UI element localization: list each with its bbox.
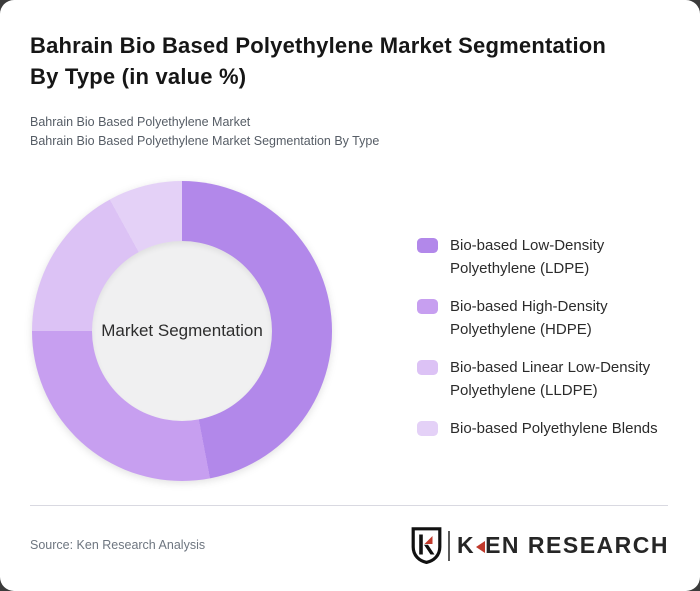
legend-swatch-icon xyxy=(417,299,438,314)
legend-item[interactable]: Bio-based Low-Density Polyethylene (LDPE… xyxy=(417,234,689,280)
title-line-1: Bahrain Bio Based Polyethylene Market Se… xyxy=(30,33,607,58)
page-title: Bahrain Bio Based Polyethylene Market Se… xyxy=(30,30,685,92)
source-note: Source: Ken Research Analysis xyxy=(30,538,206,552)
donut-center-label: Market Segmentation xyxy=(101,321,263,340)
legend-swatch-icon xyxy=(417,238,438,253)
legend-item[interactable]: Bio-based Polyethylene Blends xyxy=(417,417,689,440)
logo-separator xyxy=(447,530,450,561)
ken-research-shield-icon xyxy=(411,527,442,564)
subtitle-line-1: Bahrain Bio Based Polyethylene Market xyxy=(30,115,251,129)
subtitle-line-2: Bahrain Bio Based Polyethylene Market Se… xyxy=(30,134,380,148)
logo-text: EN RESEARCH xyxy=(485,532,669,558)
legend-swatch-icon xyxy=(417,421,438,436)
legend-item[interactable]: Bio-based Linear Low-Density Polyethylen… xyxy=(417,356,689,402)
footer-divider xyxy=(30,505,668,506)
legend-item[interactable]: Bio-based High-Density Polyethylene (HDP… xyxy=(417,295,689,341)
logo-wordmark: K EN RESEARCH xyxy=(457,532,669,559)
donut-chart[interactable]: Market Segmentation xyxy=(32,181,332,481)
logo-red-arrow-icon xyxy=(476,540,486,553)
subtitle: Bahrain Bio Based Polyethylene Market Ba… xyxy=(30,113,630,151)
legend-label: Bio-based Polyethylene Blends xyxy=(450,420,658,437)
legend-swatch-icon xyxy=(417,360,438,375)
ken-research-logo: K EN RESEARCH xyxy=(411,527,669,564)
legend-label: Bio-based Low-Density Polyethylene (LDPE… xyxy=(450,237,605,277)
logo-letter-k: K xyxy=(456,532,476,558)
legend: Bio-based Low-Density Polyethylene (LDPE… xyxy=(417,234,689,440)
legend-label: Bio-based Linear Low-Density Polyethylen… xyxy=(450,359,651,399)
legend-label: Bio-based High-Density Polyethylene (HDP… xyxy=(450,298,608,338)
donut-center: Market Segmentation xyxy=(92,241,272,421)
title-line-2: By Type (in value %) xyxy=(30,64,247,89)
